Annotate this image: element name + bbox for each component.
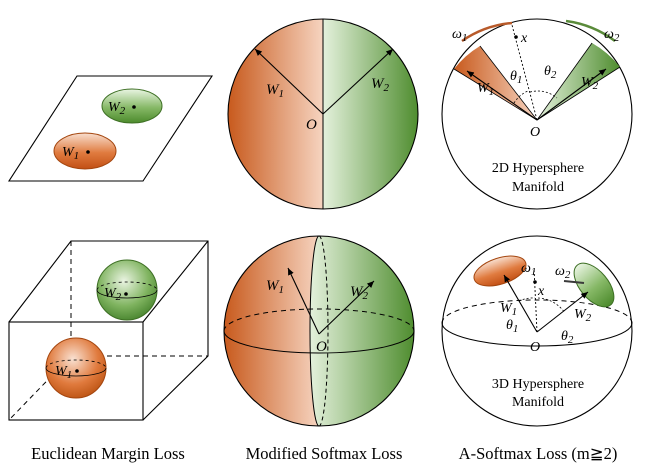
manifold-2d-title: 2D Hypersphere bbox=[492, 161, 584, 176]
sphere-equator bbox=[441, 322, 633, 347]
manifold-2d-subtitle: Manifold bbox=[512, 180, 564, 195]
w2-vector bbox=[536, 291, 589, 333]
theta2-label: θ2 bbox=[561, 329, 574, 346]
class2-cluster bbox=[101, 88, 163, 124]
caption-asoftmax: A-Softmax Loss (m≧2) bbox=[459, 444, 618, 463]
omega1-label: ω1 bbox=[521, 261, 536, 278]
w2-point bbox=[124, 292, 128, 296]
theta1-arc bbox=[518, 297, 536, 302]
sphere-equator-hidden bbox=[96, 281, 158, 291]
cube-front-face bbox=[8, 321, 144, 421]
green-stem bbox=[563, 280, 585, 284]
wedge-edge bbox=[453, 68, 538, 121]
w2-point bbox=[132, 105, 136, 109]
w1-label: W1 bbox=[55, 364, 72, 381]
modified-softmax-sphere-panel: W1 W2 O bbox=[223, 235, 415, 427]
class1-wedge bbox=[454, 46, 537, 120]
sphere-equator-hidden bbox=[441, 299, 633, 324]
euclidean-plane-panel: W2 W1 bbox=[7, 75, 214, 182]
w2-vector bbox=[536, 68, 607, 121]
cube-edge bbox=[142, 240, 209, 323]
w1-vector bbox=[503, 274, 538, 333]
sphere-equator-hidden bbox=[45, 359, 107, 369]
sphere-equator bbox=[223, 330, 415, 354]
origin-label: O bbox=[530, 340, 540, 355]
caption-euclidean: Euclidean Margin Loss bbox=[31, 444, 185, 463]
manifold-3d-title: 3D Hypersphere bbox=[492, 377, 584, 392]
modified-softmax-circle-panel: W1 W2 O bbox=[227, 18, 419, 210]
x-direction bbox=[511, 24, 538, 121]
w1-vector bbox=[254, 48, 324, 115]
w1-label: W1 bbox=[266, 82, 284, 100]
plane bbox=[7, 75, 214, 182]
w1-vector bbox=[287, 267, 320, 335]
w1-label: W1 bbox=[477, 81, 494, 98]
omega1-label: ω1 bbox=[452, 27, 467, 44]
theta1-arc bbox=[513, 90, 529, 104]
x-label: x bbox=[537, 284, 545, 299]
class1-cap bbox=[473, 255, 527, 287]
w2-label: W2 bbox=[371, 76, 390, 94]
theta2-label: θ2 bbox=[544, 64, 557, 81]
w1-label: W1 bbox=[266, 278, 284, 296]
theta1-label: θ1 bbox=[510, 69, 522, 86]
wedge-edge bbox=[536, 66, 621, 121]
omega2-label: ω2 bbox=[555, 264, 571, 281]
w2-label: W2 bbox=[104, 286, 122, 303]
sphere-equator bbox=[96, 289, 158, 299]
w2-label: W2 bbox=[108, 100, 126, 117]
w1-point bbox=[86, 150, 90, 154]
class1-half bbox=[228, 19, 323, 209]
w2-label: W2 bbox=[574, 307, 592, 324]
w2-label: W2 bbox=[581, 75, 599, 92]
origin-label: O bbox=[530, 125, 540, 140]
w2-vector bbox=[318, 280, 375, 335]
theta1-label: θ1 bbox=[506, 318, 518, 335]
omega2-label: ω2 bbox=[604, 27, 620, 44]
w2-label: W2 bbox=[350, 284, 369, 302]
w1-vector bbox=[466, 70, 538, 121]
caption-modified-softmax: Modified Softmax Loss bbox=[246, 444, 403, 463]
asoftmax-2d-panel: ω1 ω2 x W1 W2 θ1 θ2 O 2D Hypersphere Man… bbox=[441, 18, 633, 210]
wedge-edge bbox=[536, 42, 593, 121]
w2-vector bbox=[322, 48, 394, 115]
asoftmax-3d-panel: ω1 ω2 x W1 W2 θ1 θ2 O 3D Hypersphere Man… bbox=[441, 235, 633, 427]
margin-arc-1 bbox=[461, 21, 513, 43]
w1-label: W1 bbox=[500, 301, 517, 318]
w1-label: W1 bbox=[62, 145, 79, 162]
euclidean-cube-panel: W2 W1 bbox=[8, 240, 209, 421]
cube-hidden-edge bbox=[8, 355, 72, 421]
x-point bbox=[533, 280, 537, 284]
class1-cluster bbox=[53, 132, 117, 170]
sphere-equator bbox=[45, 367, 107, 377]
x-label: x bbox=[520, 31, 528, 46]
origin-label: O bbox=[316, 339, 327, 355]
sphere-equator-hidden bbox=[223, 308, 415, 332]
manifold-3d-subtitle: Manifold bbox=[512, 395, 564, 410]
margin-arc-2 bbox=[565, 19, 616, 42]
class2-half bbox=[323, 19, 418, 209]
theta2-arc bbox=[537, 297, 566, 314]
boundary-meridian bbox=[309, 235, 320, 427]
w1-point bbox=[75, 369, 79, 373]
x-direction bbox=[533, 267, 538, 333]
x-point bbox=[514, 35, 518, 39]
class2-wedge bbox=[537, 43, 620, 120]
class1-hemisphere bbox=[224, 236, 319, 426]
wedge-edge bbox=[479, 45, 538, 121]
origin-label: O bbox=[306, 117, 317, 133]
class2-hemisphere bbox=[310, 236, 414, 426]
